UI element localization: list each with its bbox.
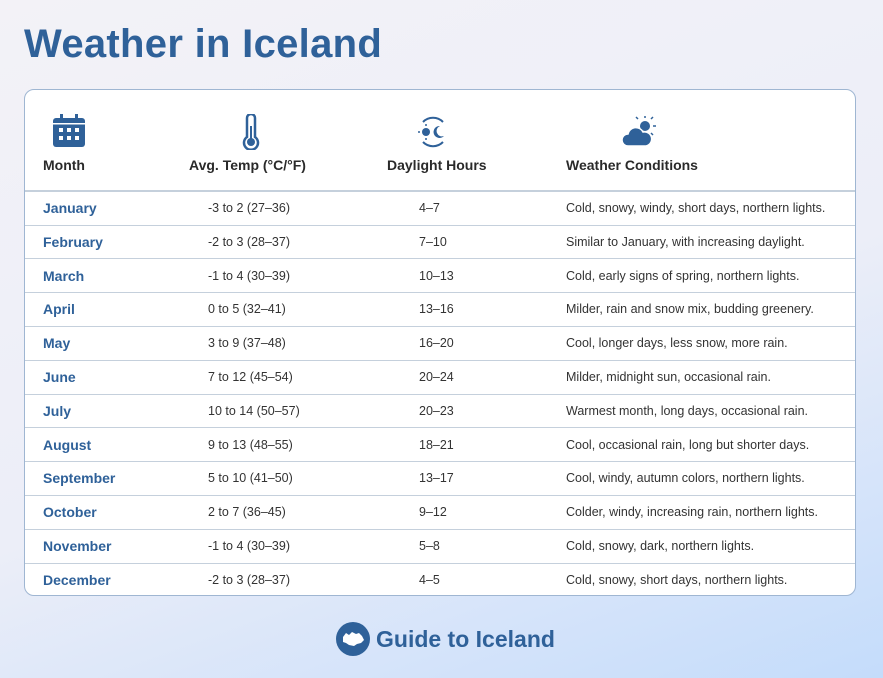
- daylight-cell: 7–10: [419, 234, 447, 249]
- temp-cell: 5 to 10 (41–50): [208, 471, 293, 486]
- conditions-cell: Cool, longer days, less snow, more rain.: [566, 336, 788, 351]
- conditions-cell: Cold, snowy, dark, northern lights.: [566, 539, 755, 553]
- table-row: September 5 to 10 (41–50) 13–17 Cool, windy…: [25, 462, 855, 496]
- month-cell: April: [43, 301, 75, 318]
- temp-cell: -1 to 4 (30–39): [208, 268, 290, 283]
- header-conditions-label: Weather Conditions: [566, 157, 698, 173]
- daylight-cell: 20–23: [419, 403, 454, 418]
- temp-cell: 2 to 7 (36–45): [208, 505, 286, 520]
- temp-cell: 9 to 13 (48–55): [208, 437, 293, 452]
- month-cell: May: [43, 335, 71, 352]
- conditions-cell: Cool, windy, autumn colors, northern lig…: [566, 471, 805, 486]
- weather-table: Month Avg. Temp (°C/°F) Daylight Hours W…: [24, 89, 856, 596]
- calendar-icon: [53, 114, 85, 147]
- brand-logo: Guide to Iceland: [336, 622, 555, 656]
- page-title: Weather in Iceland: [24, 22, 383, 66]
- conditions-cell: Cool, occasional rain, long but shorter …: [566, 437, 810, 452]
- header-temp-label: Avg. Temp (°C/°F): [189, 157, 306, 173]
- conditions-cell: Cold, snowy, short days, northern lights…: [566, 572, 788, 587]
- table-row: August 9 to 13 (48–55) 18–21 Cool, occasion…: [25, 429, 855, 463]
- temp-cell: 3 to 9 (37–48): [208, 336, 286, 351]
- iceland-map-icon: [336, 622, 370, 656]
- daylight-cell: 10–13: [419, 268, 454, 283]
- conditions-cell: Colder, windy, increasing rain, northern…: [566, 505, 818, 520]
- conditions-cell: Warmest month, long days, occasional rai…: [566, 403, 809, 418]
- table-row: April 0 to 5 (32–41) 13–16 Milder, rain and…: [25, 293, 855, 327]
- table-row: February -2 to 3 (28–37) 7–10 Similar to Ja…: [25, 226, 855, 260]
- header-month-label: Month: [43, 157, 85, 173]
- conditions-cell: Cold, early signs of spring, northern li…: [566, 268, 800, 283]
- header-daylight-label: Daylight Hours: [387, 157, 487, 173]
- temp-cell: 10 to 14 (50–57): [208, 403, 300, 418]
- daylight-cell: 16–20: [419, 336, 454, 351]
- daylight-cell: 4–7: [419, 201, 440, 215]
- cloud-sun-icon: [622, 116, 656, 147]
- month-cell: February: [43, 233, 103, 250]
- table-row: December -2 to 3 (28–37) 4–5 Cold, snowy, s…: [25, 564, 855, 595]
- temp-cell: 7 to 12 (45–54): [208, 370, 293, 384]
- month-cell: July: [43, 402, 72, 419]
- conditions-cell: Milder, rain and snow mix, budding green…: [566, 302, 814, 317]
- temp-cell: -2 to 3 (28–37): [208, 234, 290, 249]
- daylight-cell: 18–21: [419, 437, 454, 452]
- table-row: January -3 to 2 (27–36) 4–7 Cold, snowy, wi…: [25, 192, 855, 226]
- month-cell: August: [43, 436, 92, 453]
- month-cell: June: [43, 369, 76, 385]
- daylight-cell: 4–5: [419, 572, 440, 587]
- month-cell: November: [43, 538, 112, 554]
- daylight-cell: 9–12: [419, 505, 447, 520]
- temp-cell: -2 to 3 (28–37): [208, 572, 290, 587]
- temp-cell: 0 to 5 (32–41): [208, 302, 286, 317]
- daylight-cell: 20–24: [419, 370, 454, 384]
- table-row: July 10 to 14 (50–57) 20–23 Warmest month, …: [25, 395, 855, 429]
- table-row: March -1 to 4 (30–39) 10–13 Cold, early sig…: [25, 260, 855, 294]
- table-row: November -1 to 4 (30–39) 5–8 Cold, snowy, d…: [25, 530, 855, 564]
- table-header: Month Avg. Temp (°C/°F) Daylight Hours W…: [25, 90, 855, 192]
- conditions-cell: Cold, snowy, windy, short days, northern…: [566, 201, 826, 215]
- month-cell: October: [43, 504, 97, 521]
- table-row: October 2 to 7 (36–45) 9–12 Colder, windy, …: [25, 496, 855, 530]
- thermometer-icon: [242, 114, 260, 150]
- brand-name: Guide to Iceland: [376, 625, 555, 652]
- temp-cell: -1 to 4 (30–39): [208, 539, 290, 553]
- month-cell: September: [43, 470, 116, 487]
- temp-cell: -3 to 2 (27–36): [208, 201, 290, 215]
- daylight-cell: 13–17: [419, 471, 454, 486]
- conditions-cell: Milder, midnight sun, occasional rain.: [566, 370, 771, 384]
- month-cell: March: [43, 267, 85, 284]
- daylight-cell: 5–8: [419, 539, 440, 553]
- month-cell: December: [43, 571, 111, 588]
- table-row: June 7 to 12 (45–54) 20–24 Milder, midnight…: [25, 361, 855, 395]
- sun-moon-cycle-icon: [418, 116, 444, 148]
- conditions-cell: Similar to January, with increasing dayl…: [566, 234, 805, 249]
- month-cell: January: [43, 200, 97, 216]
- daylight-cell: 13–16: [419, 302, 454, 317]
- table-row: May 3 to 9 (37–48) 16–20 Cool, longer days,…: [25, 327, 855, 361]
